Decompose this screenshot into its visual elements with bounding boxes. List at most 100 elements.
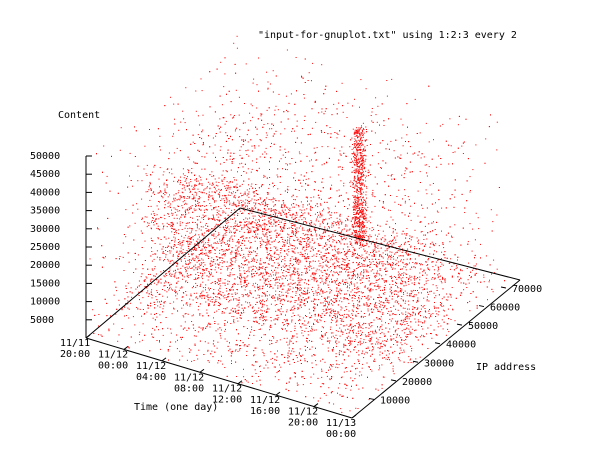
data-point (311, 289, 313, 291)
data-point (284, 128, 286, 130)
data-point (222, 226, 224, 228)
data-point (330, 136, 332, 138)
data-point (238, 243, 240, 245)
data-point (165, 281, 167, 283)
data-point (382, 340, 384, 342)
data-point (329, 214, 331, 216)
data-point (241, 236, 242, 238)
data-point (341, 331, 343, 333)
data-point (325, 85, 327, 87)
data-point (186, 302, 188, 304)
data-point (289, 267, 291, 269)
data-point (370, 282, 372, 284)
data-point (276, 359, 278, 361)
data-point (365, 269, 367, 271)
data-point (154, 304, 156, 305)
data-point (457, 256, 459, 258)
data-point (414, 152, 416, 154)
data-point (372, 346, 373, 348)
data-point (330, 392, 332, 394)
data-point (259, 225, 260, 227)
data-point (368, 175, 369, 177)
data-point (258, 90, 259, 92)
data-point (385, 280, 387, 282)
data-point (487, 299, 488, 301)
data-point (332, 255, 334, 257)
data-point (286, 188, 288, 190)
data-point (330, 187, 332, 189)
data-point (374, 196, 376, 198)
data-point (369, 164, 371, 166)
data-point (331, 184, 333, 186)
data-point (241, 249, 243, 251)
data-point (183, 196, 185, 198)
data-point (336, 132, 338, 134)
data-point (195, 90, 197, 92)
data-point (255, 361, 256, 363)
data-point (327, 296, 328, 298)
data-point (140, 230, 142, 232)
data-point (405, 335, 407, 337)
data-point (229, 275, 231, 277)
data-point (197, 149, 199, 151)
data-point (357, 253, 358, 255)
data-point (212, 343, 214, 345)
data-point (213, 305, 215, 306)
data-point (144, 279, 146, 281)
data-point (363, 353, 365, 355)
data-point (397, 341, 399, 343)
data-point (154, 329, 156, 331)
data-point (284, 209, 286, 211)
data-point (165, 200, 167, 201)
data-point (289, 363, 291, 365)
data-point (206, 312, 208, 314)
data-point (266, 248, 267, 250)
data-point (343, 298, 345, 300)
data-point (314, 354, 316, 356)
data-point (287, 151, 289, 153)
data-point (379, 200, 381, 202)
data-point (334, 267, 336, 269)
data-point (341, 307, 343, 309)
data-point (201, 138, 203, 140)
data-point (294, 130, 295, 132)
data-point (242, 212, 244, 214)
data-point (287, 186, 289, 188)
data-point (196, 240, 198, 242)
data-point (164, 207, 166, 209)
data-point (269, 250, 271, 252)
data-point (303, 290, 305, 292)
data-point (304, 115, 306, 117)
data-point (322, 187, 324, 189)
data-point (326, 125, 328, 127)
data-point (307, 234, 309, 236)
data-point (203, 143, 204, 145)
data-point (243, 376, 245, 378)
data-point (442, 242, 444, 244)
data-point (332, 223, 334, 225)
data-point (159, 314, 161, 316)
data-point (331, 376, 333, 378)
data-point (287, 300, 289, 302)
data-point (330, 133, 332, 135)
data-point (424, 225, 426, 227)
data-point (338, 354, 340, 356)
data-point (266, 177, 268, 179)
data-point (299, 209, 301, 211)
data-point (218, 302, 219, 304)
data-point (429, 246, 431, 248)
data-point (280, 366, 282, 368)
data-point (352, 144, 353, 145)
data-point (170, 283, 172, 285)
data-point (328, 208, 330, 210)
data-point (193, 161, 195, 163)
data-point (251, 150, 253, 152)
data-point (119, 258, 120, 260)
data-point (147, 283, 148, 285)
data-point (297, 260, 298, 262)
data-point (347, 314, 349, 316)
data-point (354, 249, 356, 251)
data-point (376, 263, 378, 264)
data-point (367, 264, 368, 266)
data-point (379, 311, 381, 313)
